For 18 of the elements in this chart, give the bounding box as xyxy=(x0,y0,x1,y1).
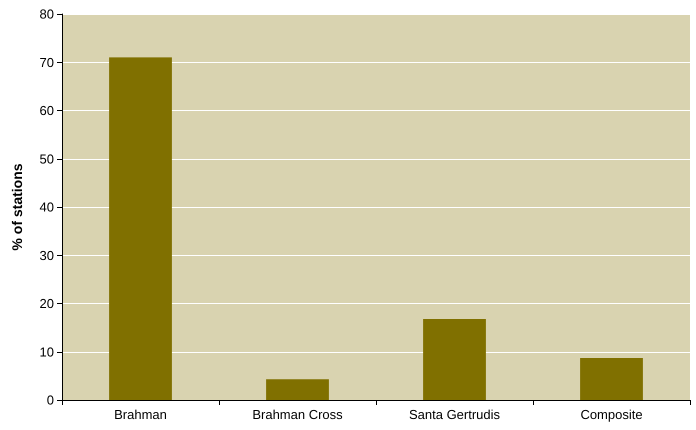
x-tick-label: Brahman Cross xyxy=(252,407,344,422)
y-tick-label: 20 xyxy=(40,296,54,311)
y-tick-label: 30 xyxy=(40,248,54,263)
bar xyxy=(266,379,329,400)
y-tick-label: 10 xyxy=(40,344,54,360)
x-tick-label: Composite xyxy=(580,407,643,422)
bar xyxy=(109,57,172,400)
y-tick-label: 80 xyxy=(40,6,54,22)
x-tick-label: Santa Gertrudis xyxy=(408,407,501,422)
y-tick-label: 70 xyxy=(40,54,54,70)
y-tick-label: 60 xyxy=(40,103,54,118)
bar xyxy=(423,318,486,400)
y-tick-label: 50 xyxy=(40,151,54,166)
y-tick-label: 40 xyxy=(40,200,54,214)
x-tick-label: Brahman xyxy=(114,407,167,422)
y-tick-label: 0 xyxy=(46,392,54,408)
bar xyxy=(580,358,643,400)
y-axis-title: % of stations xyxy=(9,163,25,251)
